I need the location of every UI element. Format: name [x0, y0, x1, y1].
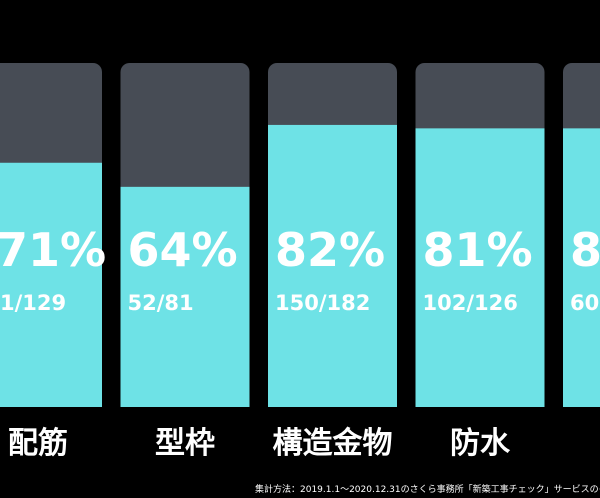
x-tick-label: 型枠 — [155, 426, 215, 461]
x-tick-label: 配筋 — [8, 426, 68, 461]
x-tick-label: 防水 — [450, 426, 511, 461]
x-tick-label: 構造金物 — [273, 426, 393, 461]
value-label: 8 — [570, 223, 600, 277]
count-label: 102/126 — [423, 291, 518, 315]
count-label: 1/129 — [0, 291, 66, 315]
footnote: 集計方法：2019.1.1～2020.12.31のさくら事務所「新築工事チェック… — [255, 483, 600, 495]
value-label: 82% — [275, 223, 385, 277]
bar — [268, 124, 397, 408]
value-label: 81% — [423, 223, 533, 277]
bar — [120, 186, 250, 407]
count-label: 150/182 — [275, 291, 370, 315]
value-label: 64% — [128, 223, 238, 277]
bar — [0, 162, 102, 407]
count-label: 52/81 — [128, 291, 194, 315]
bar — [415, 128, 545, 408]
bar — [563, 128, 600, 408]
value-label: 71% — [0, 223, 106, 277]
count-label: 60 — [570, 291, 599, 315]
